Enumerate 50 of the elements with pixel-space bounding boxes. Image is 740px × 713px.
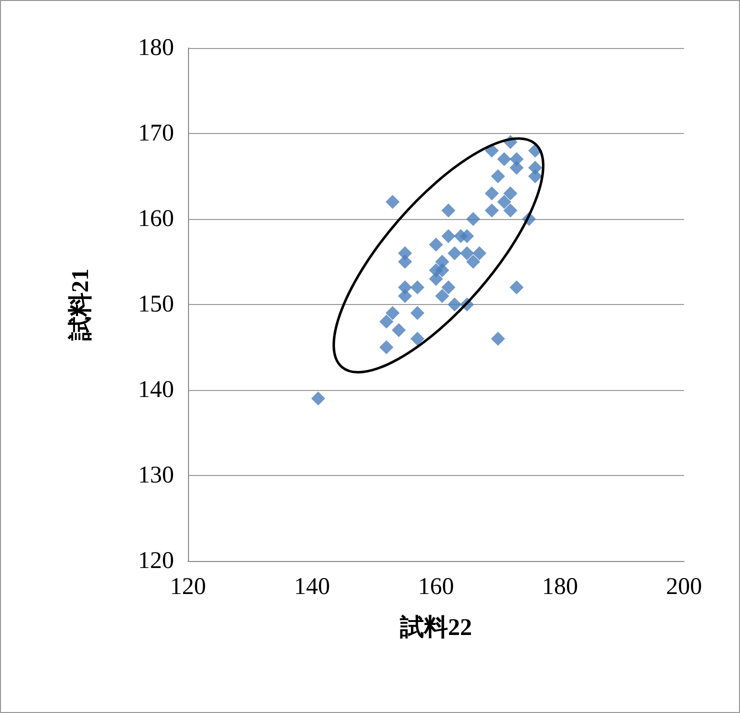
point	[484, 203, 499, 218]
y-tick-label: 150	[138, 292, 174, 318]
x-tick-label: 180	[542, 574, 578, 600]
point	[441, 229, 456, 244]
y-tick-label: 170	[138, 120, 174, 146]
point	[491, 169, 505, 184]
x-tick-label: 160	[418, 574, 454, 600]
point	[435, 288, 450, 303]
point	[484, 186, 499, 200]
point	[466, 254, 480, 269]
y-tick-label: 130	[138, 462, 174, 488]
point	[510, 160, 524, 175]
point	[510, 280, 524, 294]
point	[497, 152, 512, 166]
point	[460, 229, 474, 244]
x-tick-label: 140	[294, 574, 330, 600]
point	[460, 246, 474, 260]
point	[410, 280, 424, 294]
point	[410, 306, 424, 320]
point	[435, 263, 450, 278]
y-tick-label: 140	[138, 377, 174, 403]
y-axis-title: 試料21	[67, 268, 94, 342]
point	[429, 272, 443, 286]
y-tick-label: 120	[138, 548, 174, 574]
point	[398, 288, 412, 303]
point	[472, 246, 486, 260]
x-tick-label: 200	[666, 574, 702, 600]
point	[429, 238, 443, 252]
point	[497, 194, 512, 209]
x-axis-title: 試料22	[399, 614, 472, 641]
point	[311, 392, 326, 406]
point	[410, 332, 424, 346]
y-tick-label: 160	[138, 206, 174, 232]
point	[441, 280, 456, 294]
y-tick-label: 180	[138, 35, 174, 61]
point	[448, 246, 462, 260]
point	[503, 203, 518, 218]
x-tick-label: 120	[170, 574, 206, 600]
point	[386, 194, 400, 209]
point	[528, 169, 542, 184]
point	[448, 298, 462, 312]
point	[466, 212, 480, 226]
point	[392, 323, 406, 338]
point	[491, 332, 505, 346]
point	[386, 306, 400, 320]
point	[379, 314, 394, 329]
point	[398, 254, 412, 269]
point	[379, 340, 394, 354]
point	[441, 203, 456, 218]
point	[503, 186, 518, 200]
